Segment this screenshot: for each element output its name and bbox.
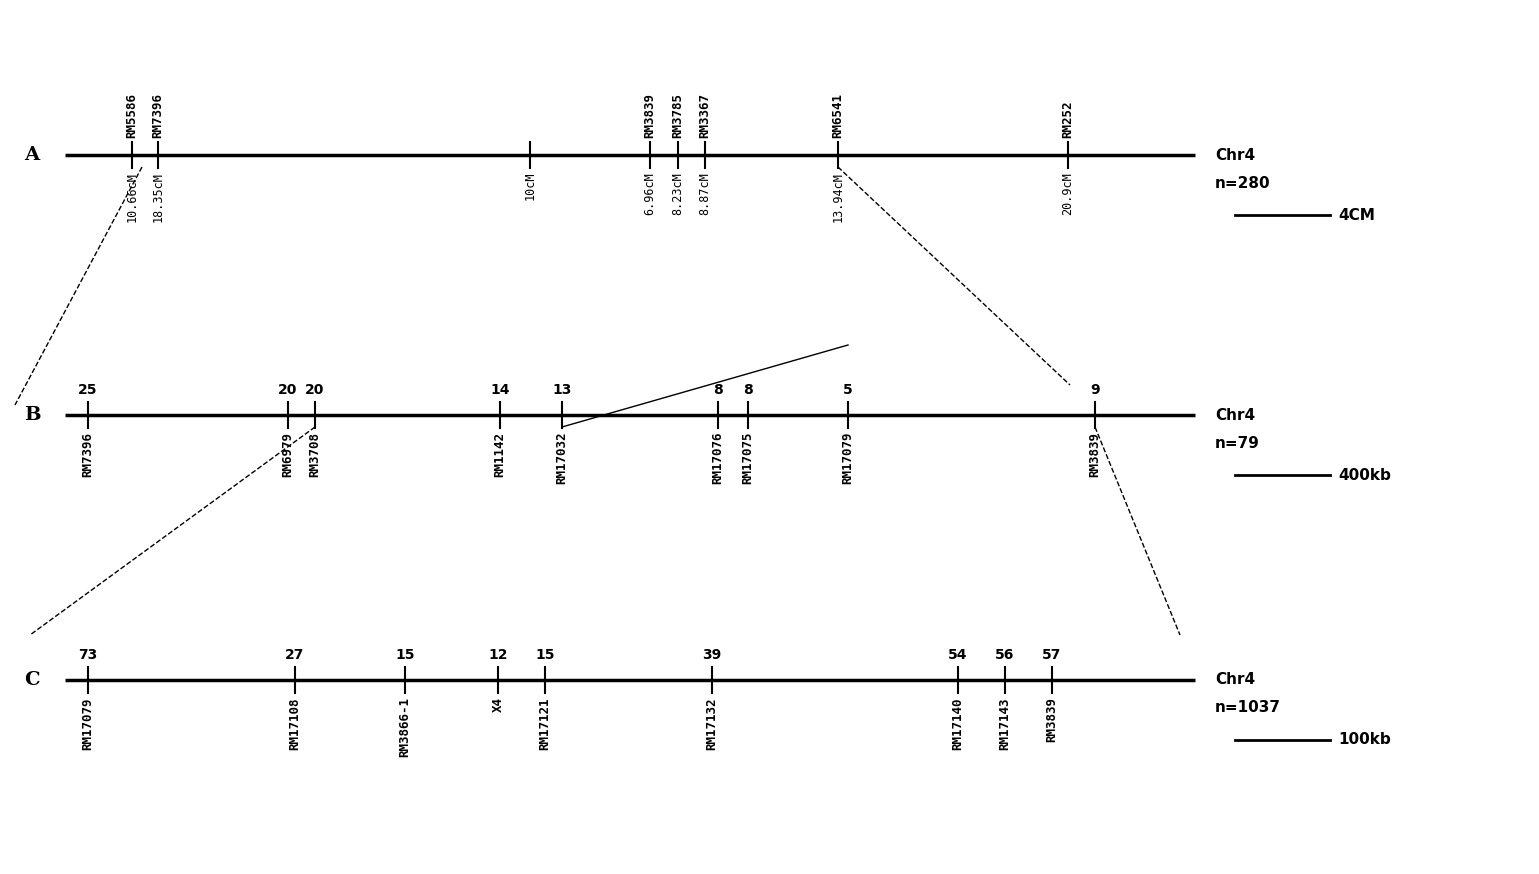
Text: RM17076: RM17076: [711, 432, 725, 484]
Text: 25: 25: [78, 383, 98, 397]
Text: RM7396: RM7396: [82, 432, 94, 477]
Text: RM17079: RM17079: [82, 697, 94, 750]
Text: n=79: n=79: [1214, 435, 1260, 450]
Text: 73: 73: [78, 648, 97, 662]
Text: n=1037: n=1037: [1214, 700, 1280, 716]
Text: 6.96cM: 6.96cM: [643, 172, 657, 215]
Text: 10.66cM: 10.66cM: [126, 172, 139, 222]
Text: RM6541: RM6541: [831, 93, 845, 138]
Text: RM7396: RM7396: [151, 93, 165, 138]
Text: RM3839: RM3839: [1088, 432, 1102, 477]
Text: X4: X4: [491, 697, 505, 712]
Text: RM3367: RM3367: [699, 93, 711, 138]
Text: 54: 54: [948, 648, 968, 662]
Text: RM1142: RM1142: [494, 432, 506, 477]
Text: n=280: n=280: [1214, 176, 1271, 191]
Text: RM5586: RM5586: [126, 93, 139, 138]
Text: 13.94cM: 13.94cM: [831, 172, 845, 222]
Text: 8: 8: [713, 383, 723, 397]
Text: RM17032: RM17032: [556, 432, 568, 484]
Text: 8.23cM: 8.23cM: [671, 172, 685, 215]
Text: 8.87cM: 8.87cM: [699, 172, 711, 215]
Text: 57: 57: [1042, 648, 1062, 662]
Text: 400kb: 400kb: [1337, 468, 1391, 482]
Text: 100kb: 100kb: [1337, 732, 1391, 747]
Text: RM17121: RM17121: [539, 697, 551, 750]
Text: Chr4: Chr4: [1214, 407, 1256, 422]
Text: RM3839: RM3839: [1045, 697, 1059, 742]
Text: RM17108: RM17108: [288, 697, 302, 750]
Text: C: C: [25, 671, 40, 689]
Text: Chr4: Chr4: [1214, 148, 1256, 163]
Text: 56: 56: [996, 648, 1014, 662]
Text: 12: 12: [488, 648, 508, 662]
Text: RM6979: RM6979: [282, 432, 294, 477]
Text: 18.35cM: 18.35cM: [151, 172, 165, 222]
Text: 5: 5: [843, 383, 853, 397]
Text: B: B: [23, 406, 40, 424]
Text: RM3866-1: RM3866-1: [399, 697, 411, 757]
Text: 4CM: 4CM: [1337, 207, 1374, 223]
Text: RM3708: RM3708: [308, 432, 322, 477]
Text: Chr4: Chr4: [1214, 672, 1256, 688]
Text: 8: 8: [743, 383, 753, 397]
Text: RM17143: RM17143: [999, 697, 1011, 750]
Text: 13: 13: [553, 383, 571, 397]
Text: RM17079: RM17079: [842, 432, 854, 484]
Text: 15: 15: [396, 648, 414, 662]
Text: RM17140: RM17140: [951, 697, 965, 750]
Text: RM3785: RM3785: [671, 93, 685, 138]
Text: RM17132: RM17132: [705, 697, 719, 750]
Text: 10cM: 10cM: [523, 172, 537, 200]
Text: RM3839: RM3839: [643, 93, 657, 138]
Text: 15: 15: [536, 648, 554, 662]
Text: 20: 20: [279, 383, 297, 397]
Text: RM252: RM252: [1062, 101, 1074, 138]
Text: 20: 20: [305, 383, 325, 397]
Text: 20.9cM: 20.9cM: [1062, 172, 1074, 215]
Text: 27: 27: [285, 648, 305, 662]
Text: 39: 39: [702, 648, 722, 662]
Text: RM17075: RM17075: [742, 432, 754, 484]
Text: 14: 14: [491, 383, 509, 397]
Text: 9: 9: [1090, 383, 1100, 397]
Text: A: A: [25, 146, 40, 164]
